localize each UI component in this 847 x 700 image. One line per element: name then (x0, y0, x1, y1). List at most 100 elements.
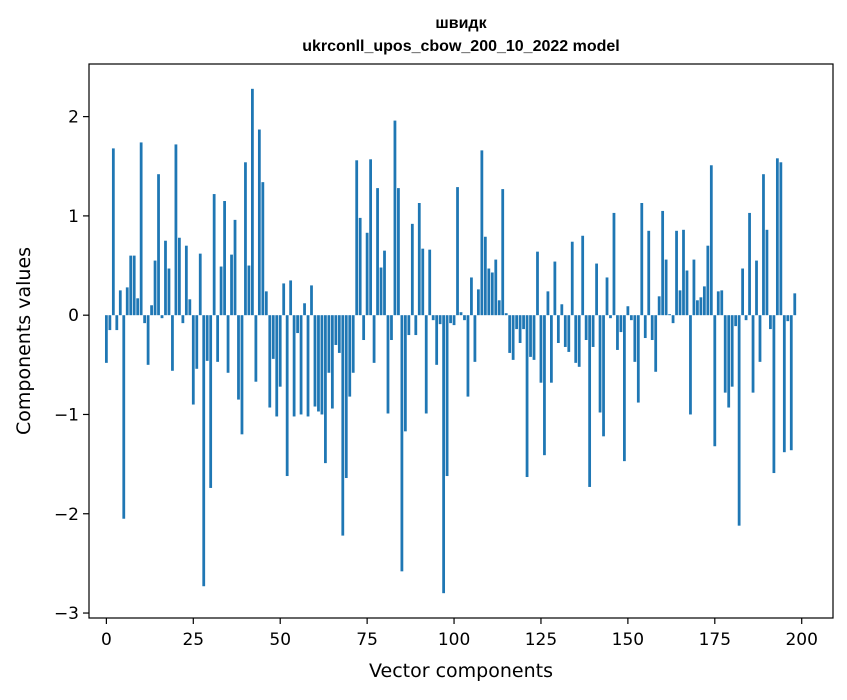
bar (574, 315, 578, 363)
bar (793, 293, 797, 316)
bar (539, 315, 543, 383)
bar (654, 315, 658, 372)
bar (720, 290, 724, 316)
x-tick-label: 200 (785, 630, 817, 650)
bar (303, 303, 306, 316)
bar (410, 223, 414, 316)
bar (261, 182, 265, 316)
bar (473, 315, 477, 362)
bar (209, 315, 213, 488)
bars-group (104, 88, 797, 594)
bar (678, 290, 682, 316)
bar (643, 315, 647, 339)
bar (355, 160, 359, 316)
bar (494, 259, 498, 316)
bar (480, 150, 484, 316)
bar (122, 315, 126, 519)
bar (317, 315, 320, 412)
bar (591, 315, 595, 347)
bar (449, 315, 452, 324)
y-axis-label: Components values (13, 247, 35, 435)
bar (171, 315, 174, 371)
bar (755, 260, 758, 316)
bar (445, 315, 449, 477)
bar (313, 315, 317, 407)
bar (452, 315, 456, 326)
bar (278, 315, 282, 387)
bar (157, 174, 160, 316)
bar (150, 305, 153, 316)
bar (581, 235, 585, 316)
bar (397, 188, 400, 316)
bar (400, 315, 404, 572)
bar (191, 315, 195, 405)
bar (671, 315, 675, 324)
bar (240, 315, 244, 435)
bar (403, 315, 407, 432)
bar (442, 315, 446, 594)
bar (108, 315, 112, 331)
bar (438, 315, 442, 325)
bar (292, 315, 296, 417)
bar (713, 315, 717, 447)
bar (136, 298, 140, 316)
bar (244, 162, 247, 316)
bar (675, 230, 678, 316)
bar (184, 245, 188, 316)
y-axis-ticks: −3 −2 −1 0 1 2 (54, 108, 89, 624)
bar (532, 315, 536, 360)
y-tick-label: −1 (54, 405, 79, 425)
x-tick-label: 175 (699, 630, 731, 650)
bar (362, 315, 366, 341)
bar (181, 315, 185, 324)
bar (727, 315, 731, 408)
bar (588, 315, 592, 487)
bar (556, 315, 560, 343)
bar (358, 217, 362, 316)
y-tick-label: 2 (68, 108, 79, 128)
bar (605, 277, 609, 316)
x-axis-ticks: 0 25 50 75 100 125 150 175 200 (101, 618, 818, 650)
bar (407, 315, 411, 336)
bar (251, 88, 254, 316)
bar (257, 129, 261, 316)
bar (668, 314, 671, 316)
bar (789, 315, 793, 451)
x-tick-label: 25 (182, 630, 204, 650)
bar (365, 232, 369, 316)
bar (417, 203, 421, 316)
bar (320, 315, 324, 415)
bar (598, 315, 602, 413)
bar (285, 315, 289, 477)
bar (647, 230, 651, 316)
bar (341, 315, 345, 536)
bar (212, 194, 216, 316)
bar (685, 270, 689, 316)
y-tick-label: 0 (68, 306, 79, 326)
bar (602, 315, 605, 437)
bar (737, 315, 741, 526)
bar (376, 188, 379, 316)
bar (786, 315, 790, 322)
bar (219, 266, 223, 316)
bar (431, 315, 435, 321)
bar (327, 315, 331, 373)
bar (543, 315, 546, 456)
bar (570, 241, 574, 316)
bar (699, 297, 703, 316)
x-tick-label: 75 (356, 630, 378, 650)
bar (223, 201, 226, 316)
bar (351, 315, 355, 373)
bar (372, 315, 376, 363)
bar (723, 315, 727, 393)
bar (744, 315, 748, 321)
bar (490, 272, 494, 316)
bar (174, 144, 178, 316)
bar (758, 315, 762, 362)
bar (275, 315, 279, 417)
bar (751, 315, 755, 393)
bar (529, 315, 532, 357)
